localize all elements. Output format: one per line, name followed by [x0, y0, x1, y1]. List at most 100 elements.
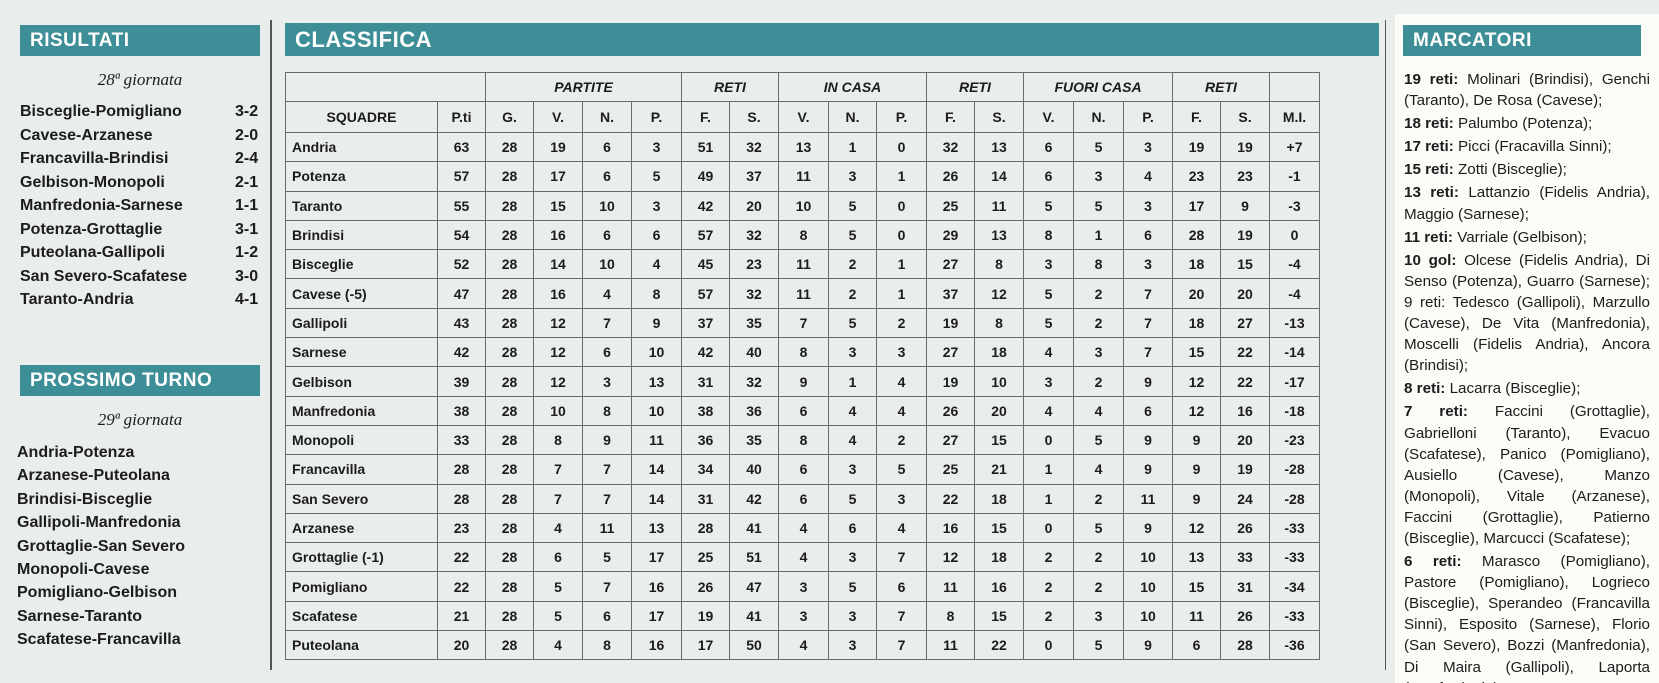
stat-cell: 10 [1123, 542, 1173, 573]
stat-cell: 18 [1172, 307, 1221, 339]
stat-cell: 29 [926, 219, 975, 251]
stat-cell: 4 [533, 630, 583, 661]
stat-cell: 0 [1023, 512, 1074, 544]
stat-cell: 19 [926, 307, 975, 339]
stat-cell: 40 [729, 337, 779, 368]
result-score: 3-1 [235, 220, 259, 238]
table-row: San Severo 28 28 7 7 14 31 42 6 5 3 22 18 1 2 11 9 24 -28 [285, 483, 1320, 514]
column-header: F. [681, 101, 730, 133]
stat-cell: 4 [828, 395, 877, 426]
stat-cell: 40 [729, 454, 779, 485]
scorer-goals-label: 6 reti: [1404, 553, 1462, 571]
scorer-entry: 7 reti: Faccini (Grottaglie), Gabriellon… [1404, 401, 1650, 549]
stat-cell: 8 [974, 307, 1024, 339]
result-score: 2-0 [235, 126, 259, 144]
stat-cell: 9 [1220, 190, 1270, 221]
table-row: Puteolana 20 28 4 8 16 17 50 4 3 7 11 22 0 5 9 6 28 -36 [285, 630, 1320, 661]
stat-cell: 4 [631, 249, 682, 280]
table-row: Francavilla 28 28 7 7 14 34 40 6 3 5 25 21 1 4 9 9 19 -28 [285, 454, 1320, 485]
stat-cell: -18 [1269, 395, 1320, 426]
table-row: Grottaglie (-1) 22 28 6 5 17 25 51 4 3 7 12 18 2 2 10 13… [285, 542, 1320, 573]
stat-cell: 15 [974, 600, 1024, 632]
stat-cell: 23 [1220, 161, 1270, 192]
group-blank [285, 72, 486, 102]
stat-cell: 3 [1023, 249, 1074, 280]
stat-cell: 1 [876, 161, 927, 192]
table-row: Arzanese 23 28 4 11 13 28 41 4 6 4 16 15 0 5 9 12 26 -33 [285, 512, 1320, 544]
stat-cell: 6 [533, 542, 583, 573]
stat-cell: 19 [926, 366, 975, 397]
result-score: 1-2 [235, 244, 259, 261]
stat-cell: 10 [533, 395, 583, 426]
stat-cell: 17 [681, 630, 730, 661]
stat-cell: 10 [1123, 571, 1173, 602]
result-row: Gelbison-Monopoli 2-1 [20, 171, 265, 195]
stat-cell: 27 [926, 249, 975, 280]
stat-cell: 0 [876, 190, 927, 221]
stat-cell: 7 [1123, 337, 1173, 368]
scorer-entry: 15 reti: Zotti (Bisceglie); [1404, 159, 1650, 180]
risultati-header: RISULTATI [20, 25, 260, 56]
stat-cell: 13 [631, 512, 682, 544]
stat-cell: 13 [974, 131, 1024, 163]
stat-cell: 3 [631, 131, 682, 163]
stat-cell: 7 [876, 600, 927, 632]
stat-cell: 7 [533, 483, 583, 514]
stat-cell: 11 [1123, 483, 1173, 514]
stat-cell: 22 [974, 630, 1024, 661]
column-header: S. [729, 101, 779, 133]
team-name: Sarnese [285, 337, 438, 368]
stat-cell: 28 [485, 190, 534, 221]
stat-cell: 1 [876, 278, 927, 309]
stat-cell: 6 [631, 219, 682, 251]
stat-cell: 28 [485, 630, 534, 661]
stat-cell: 18 [974, 337, 1024, 368]
scorer-goals-label: 13 reti: [1404, 184, 1459, 202]
column-header: V. [1023, 101, 1074, 133]
result-row: Potenza-Grottaglie 3-1 [20, 218, 265, 242]
stat-cell: 2 [876, 424, 927, 456]
table-row: Monopoli 33 28 8 9 11 36 35 8 4 2 27 15 0 5 9 9 20 -23 [285, 424, 1320, 456]
stat-cell: -1 [1269, 161, 1320, 192]
stat-cell: 13 [778, 131, 829, 163]
stat-cell: 28 [1220, 630, 1270, 661]
result-score: 3-0 [235, 267, 259, 285]
stat-cell: 6 [876, 571, 927, 602]
stat-cell: 34 [681, 454, 730, 485]
result-match: Potenza-Grottaglie [20, 220, 163, 238]
fixture-row: Grottaglie-San Severo [17, 537, 186, 555]
stat-cell: 57 [681, 219, 730, 251]
column-header: N. [1073, 101, 1124, 133]
scorer-names: Lacarra (Bisceglie); [1445, 380, 1581, 398]
stat-cell: 5 [1023, 278, 1074, 309]
results-list: Bisceglie-Pomigliano 3-2 Cavese-Arzanese 2-… [20, 100, 265, 312]
stat-cell: 42 [681, 190, 730, 221]
stat-cell: 28 [437, 454, 486, 485]
stat-cell: 4 [533, 512, 583, 544]
column-header: N. [582, 101, 632, 133]
result-row: Cavese-Arzanese 2-0 [20, 124, 265, 148]
stat-cell: 11 [926, 571, 975, 602]
column-header: S. [1220, 101, 1270, 133]
stat-cell: 6 [1023, 161, 1074, 192]
stat-cell: 8 [778, 219, 829, 251]
stat-cell: 19 [681, 600, 730, 632]
stat-cell: 32 [729, 278, 779, 309]
column-header: S. [974, 101, 1024, 133]
stat-cell: 1 [828, 131, 877, 163]
stat-cell: 8 [926, 600, 975, 632]
fixture-row: Arzanese-Puteolana [17, 467, 170, 485]
scorer-entry: 8 reti: Lacarra (Bisceglie); [1404, 378, 1650, 399]
stat-cell: 5 [828, 571, 877, 602]
result-match: Francavilla-Brindisi [20, 150, 169, 167]
stat-cell: 22 [1220, 366, 1270, 397]
result-score: 2-1 [235, 173, 259, 191]
stat-cell: 4 [1023, 395, 1074, 426]
stat-cell: 16 [926, 512, 975, 544]
stat-cell: 11 [631, 424, 682, 456]
stat-cell: 57 [437, 161, 486, 192]
group-reti-fuori: RETI [1172, 72, 1270, 102]
stat-cell: 5 [533, 571, 583, 602]
stat-cell: 15 [1172, 337, 1221, 368]
stat-cell: 4 [1123, 161, 1173, 192]
